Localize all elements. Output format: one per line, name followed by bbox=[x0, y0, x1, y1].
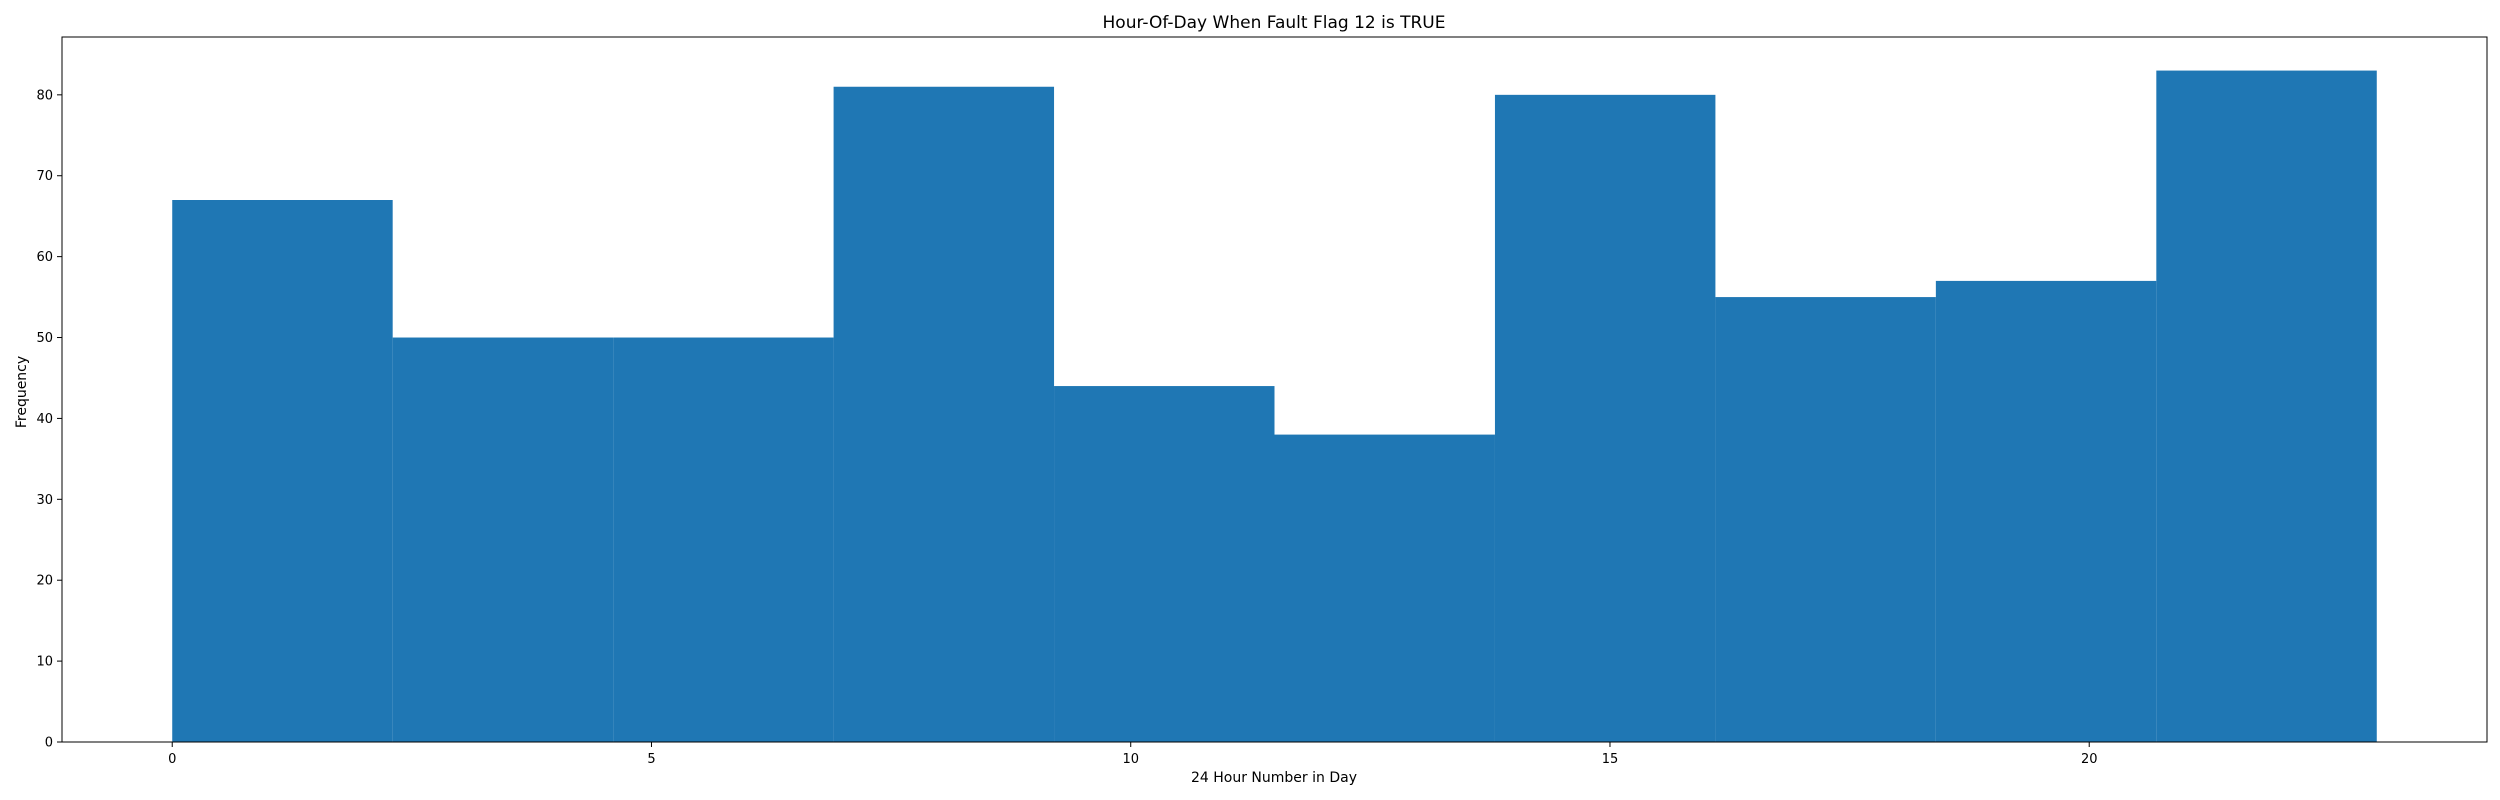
histogram-bar-8 bbox=[1935, 280, 2157, 742]
x-axis-ticks: 0 5 10 15 20 bbox=[168, 742, 2097, 767]
x-tick-label-2: 10 bbox=[1122, 752, 1139, 767]
y-tick-label-3: 30 bbox=[36, 493, 53, 508]
histogram-bar-6 bbox=[1494, 94, 1716, 743]
histogram-bar-2 bbox=[613, 337, 834, 742]
histogram-bar-0 bbox=[172, 200, 393, 743]
y-tick-label-7: 70 bbox=[36, 169, 53, 184]
x-tick-label-0: 0 bbox=[168, 752, 176, 767]
y-tick-label-2: 20 bbox=[36, 574, 53, 589]
y-axis-title: Frequency bbox=[14, 356, 30, 428]
y-tick-label-4: 40 bbox=[36, 412, 53, 427]
x-tick-label-3: 15 bbox=[1602, 752, 1619, 767]
x-tick-label-4: 20 bbox=[2081, 752, 2098, 767]
y-tick-label-1: 10 bbox=[36, 655, 53, 670]
histogram-bar-7 bbox=[1715, 297, 1936, 742]
y-tick-label-6: 60 bbox=[36, 250, 53, 265]
x-axis-title: 24 Hour Number in Day bbox=[1191, 770, 1357, 786]
histogram-bar-1 bbox=[392, 337, 614, 742]
chart-title: Hour-Of-Day When Fault Flag 12 is TRUE bbox=[1103, 13, 1446, 33]
axes-frame bbox=[61, 36, 2488, 743]
y-tick-label-5: 50 bbox=[36, 331, 53, 346]
histogram-bar-3 bbox=[833, 86, 1055, 742]
y-axis-ticks: 0 10 20 30 40 50 60 70 80 bbox=[36, 88, 62, 751]
histogram-bar-4 bbox=[1054, 386, 1275, 742]
histogram-bar-5 bbox=[1274, 434, 1495, 742]
y-tick-label-8: 80 bbox=[36, 88, 53, 103]
histogram-bar-9 bbox=[2156, 70, 2377, 743]
x-tick-label-1: 5 bbox=[647, 752, 655, 767]
y-tick-label-0: 0 bbox=[45, 736, 53, 751]
bars-group bbox=[172, 70, 2377, 743]
